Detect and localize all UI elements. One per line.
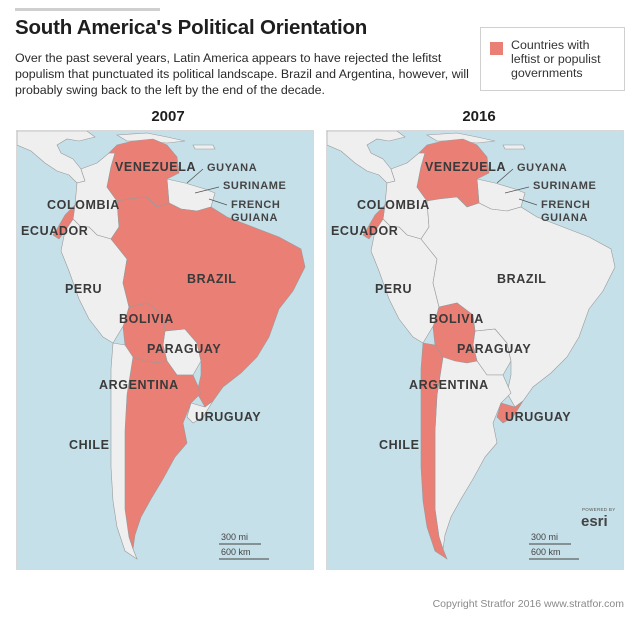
label-guyana: GUYANA (517, 162, 567, 174)
copyright: Copyright Stratfor 2016 www.stratfor.com (432, 598, 624, 610)
map-year-right: 2016 (462, 108, 496, 125)
label-bolivia: BOLIVIA (429, 312, 484, 326)
leader-lines (496, 168, 538, 206)
label-argentina: ARGENTINA (99, 378, 179, 392)
legend: Countries with leftist or populist gover… (480, 27, 625, 91)
label-colombia: COLOMBIA (47, 198, 120, 212)
scale-miles: 300 mi (531, 532, 558, 542)
caribbean-island (192, 144, 216, 150)
label-ecuador: ECUADOR (331, 224, 398, 238)
label-guyana: GUYANA (207, 162, 257, 174)
scale-bar: 300 mi 600 km (529, 532, 579, 560)
country-ecuador (362, 204, 386, 240)
esri-wordmark: esri (581, 513, 608, 530)
label-french-guiana-line2: GUIANA (231, 212, 278, 224)
label-french-guiana-line1: FRENCH (231, 199, 280, 211)
scale-bar: 300 mi 600 km (219, 532, 269, 560)
label-paraguay: PARAGUAY (147, 342, 221, 356)
label-paraguay: PARAGUAY (457, 342, 531, 356)
map-year-left: 2007 (151, 108, 185, 125)
label-french-guiana-line2: GUIANA (541, 212, 588, 224)
scale-km: 600 km (531, 547, 561, 557)
label-ecuador: ECUADOR (21, 224, 88, 238)
label-brazil: BRAZIL (187, 272, 236, 286)
scale-km: 600 km (221, 547, 251, 557)
label-suriname: SURINAME (533, 180, 596, 192)
leader-lines (186, 168, 228, 206)
esri-powered-by: POWERED BY (582, 507, 616, 512)
map-svg: VENEZUELA GUYANA SURINAME FRENCH GUIANA … (17, 131, 313, 569)
map-svg: VENEZUELA GUYANA SURINAME FRENCH GUIANA … (327, 131, 623, 569)
legend-label: Countries with leftist or populist gover… (511, 38, 601, 80)
label-peru: PERU (375, 282, 412, 296)
map-panel-2016: VENEZUELA GUYANA SURINAME FRENCH GUIANA … (326, 130, 624, 570)
label-suriname: SURINAME (223, 180, 286, 192)
map-panel-2007: VENEZUELA GUYANA SURINAME FRENCH GUIANA … (16, 130, 314, 570)
label-uruguay: URUGUAY (505, 410, 571, 424)
label-venezuela: VENEZUELA (115, 160, 196, 174)
label-chile: CHILE (69, 438, 110, 452)
scale-miles: 300 mi (221, 532, 248, 542)
country-ecuador (52, 204, 76, 240)
label-bolivia: BOLIVIA (119, 312, 174, 326)
top-divider (15, 8, 160, 11)
country-uruguay (496, 400, 524, 424)
label-venezuela: VENEZUELA (425, 160, 506, 174)
label-uruguay: URUGUAY (195, 410, 261, 424)
page-subtitle: Over the past several years, Latin Ameri… (15, 51, 469, 97)
caribbean-island (116, 132, 186, 144)
legend-swatch (490, 42, 503, 55)
country-chile (420, 342, 448, 560)
label-chile: CHILE (379, 438, 420, 452)
country-chile (110, 342, 138, 560)
label-peru: PERU (65, 282, 102, 296)
page-title: South America's Political Orientation (15, 16, 368, 39)
label-argentina: ARGENTINA (409, 378, 489, 392)
caribbean-island (426, 132, 496, 144)
country-uruguay (186, 400, 214, 424)
label-colombia: COLOMBIA (357, 198, 430, 212)
caribbean-island (502, 144, 526, 150)
label-french-guiana-line1: FRENCH (541, 199, 590, 211)
label-brazil: BRAZIL (497, 272, 546, 286)
